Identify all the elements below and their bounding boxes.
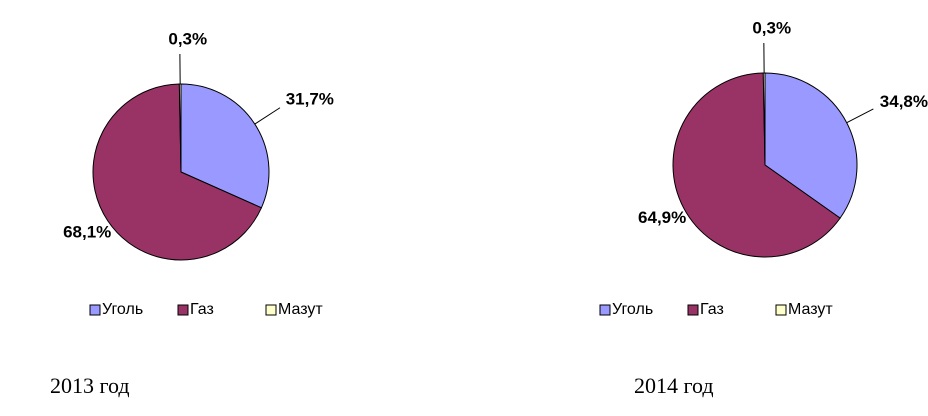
data-label: 0,3% — [168, 29, 207, 48]
chart-caption: 2013 год — [50, 373, 130, 398]
legend-swatch — [89, 304, 101, 316]
legend-label: Мазут — [788, 301, 833, 318]
leader-line — [846, 108, 874, 124]
legend-swatch — [687, 304, 699, 316]
data-label: 64,9% — [638, 208, 686, 227]
legend-label: Газ — [190, 301, 214, 318]
pie-slice — [180, 83, 270, 209]
legend-swatch — [599, 304, 611, 316]
legend-label: Газ — [700, 301, 724, 318]
data-label: 0,3% — [752, 18, 791, 37]
pie-slice — [672, 72, 841, 258]
pie-slice — [92, 83, 263, 261]
data-label: 34,8% — [880, 92, 928, 111]
legend-swatch — [265, 304, 277, 316]
data-label: 31,7% — [286, 90, 334, 109]
legend-swatch — [177, 304, 189, 316]
legend-label: Уголь — [102, 301, 143, 318]
chart-caption: 2014 год — [634, 373, 714, 398]
leader-line — [254, 107, 281, 125]
data-label: 68,1% — [63, 222, 111, 241]
legend-label: Мазут — [278, 301, 323, 318]
pie-slice — [764, 72, 858, 219]
legend-label: Уголь — [612, 301, 653, 318]
legend-swatch — [775, 304, 787, 316]
